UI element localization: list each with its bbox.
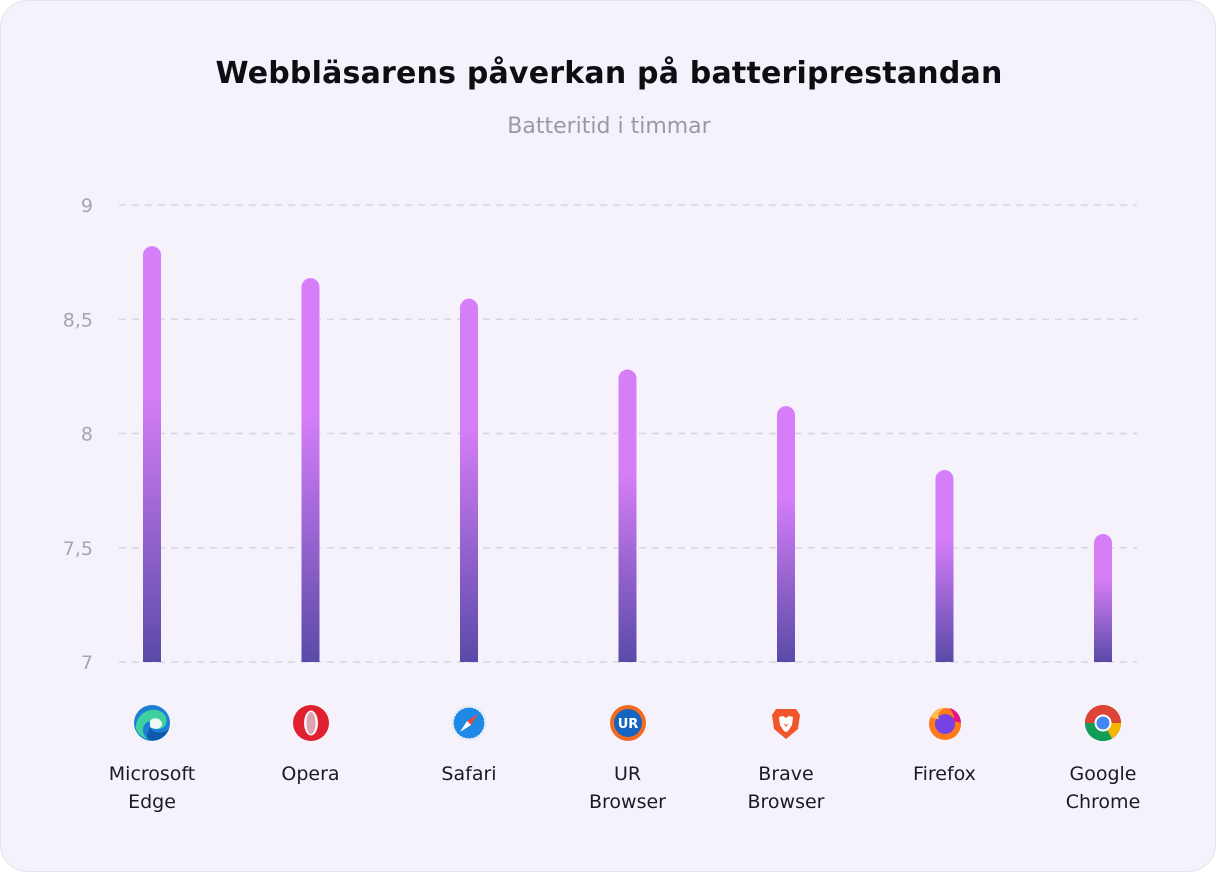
- brave-icon: [766, 703, 806, 743]
- opera-icon: [291, 703, 331, 743]
- bar: [618, 369, 637, 662]
- ur-browser-icon: UR: [608, 703, 648, 743]
- y-tick-label: 9: [81, 195, 93, 217]
- edge-icon: [132, 703, 172, 743]
- bar: [935, 470, 954, 662]
- bar: [143, 246, 161, 662]
- y-tick-label: 7: [81, 652, 93, 674]
- firefox-icon: [925, 703, 965, 743]
- y-tick-label: 8: [81, 424, 93, 446]
- safari-icon: [449, 703, 489, 743]
- y-tick-label: 7,5: [63, 538, 93, 560]
- bar: [301, 278, 320, 662]
- svg-text:UR: UR: [617, 717, 638, 732]
- chart-title: Webbläsarens påverkan på batteriprestand…: [215, 56, 1003, 91]
- x-tick-label: Brave Browser: [747, 763, 825, 813]
- bar: [777, 406, 795, 662]
- x-tick-label: Microsoft Edge: [108, 763, 196, 813]
- x-tick-label: Safari: [441, 763, 497, 785]
- x-tick-label: Opera: [281, 763, 340, 785]
- y-tick-label: 8,5: [63, 309, 93, 331]
- x-tick-label: UR Browser: [589, 763, 666, 813]
- chrome-icon: [1083, 703, 1123, 743]
- x-tick-label: Google Chrome: [1065, 763, 1141, 813]
- bar: [1094, 534, 1112, 662]
- chart-subtitle: Batteritid i timmar: [507, 114, 711, 139]
- bar: [460, 298, 478, 662]
- x-tick-label: Firefox: [913, 763, 976, 785]
